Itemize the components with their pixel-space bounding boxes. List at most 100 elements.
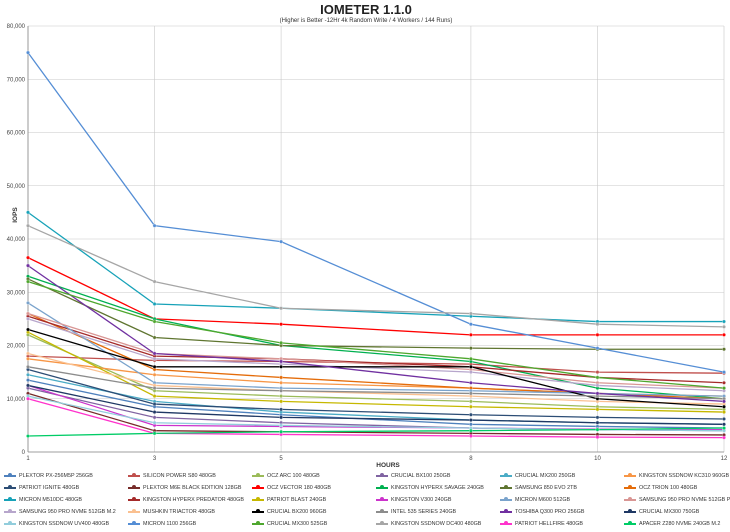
legend-item: PATRIOT BLAST 240GB	[252, 495, 326, 506]
data-point	[469, 370, 473, 374]
x-tick-label: 12	[721, 456, 728, 462]
legend-item: MICRON 1100 256GB	[128, 519, 196, 530]
legend-label: PATRIOT HELLFIRE 480GB	[515, 521, 584, 527]
series-15	[26, 330, 726, 414]
data-point	[469, 418, 473, 422]
y-axis-label: IOPS	[12, 207, 19, 223]
legend-swatch	[376, 472, 388, 477]
legend-label: CRUCIAL MX300 750GB	[639, 509, 700, 515]
series-21	[26, 327, 726, 409]
legend-swatch	[252, 472, 264, 477]
data-point	[152, 394, 157, 398]
legend-label: SILICON POWER S80 480GB	[143, 473, 216, 479]
y-tick-label: 40,000	[7, 237, 26, 243]
data-point	[279, 306, 283, 311]
data-point	[279, 340, 283, 345]
legend-item: SAMSUNG 950 PRO NVME 512GB PCIEX X4	[624, 495, 730, 506]
legend-label: SAMSUNG 850 EVO 2TB	[515, 485, 578, 491]
legend-label: TOSHIBA Q300 PRO 256GB	[515, 509, 585, 515]
legend-item: APACER Z280 NVME 240GB M.2	[624, 519, 720, 530]
data-point	[469, 391, 473, 396]
legend-swatch	[500, 484, 512, 489]
x-axis-ticks: 1 3 5 8 10 12	[26, 456, 728, 462]
series-19	[26, 317, 726, 393]
data-point	[279, 380, 283, 385]
legend-item: OCZ TRION 100 480GB	[624, 483, 697, 494]
series-line	[27, 225, 725, 328]
series-line	[27, 275, 725, 400]
y-tick-label: 70,000	[7, 77, 26, 83]
data-point	[279, 407, 283, 412]
legend-label: OCZ TRION 100 480GB	[639, 485, 698, 491]
legend-label: OCZ ARC 100 480GB	[267, 473, 320, 479]
data-point	[469, 346, 473, 351]
data-point	[279, 375, 283, 380]
data-point	[595, 420, 600, 425]
data-point	[469, 364, 473, 369]
series-28	[26, 223, 726, 329]
legend-swatch	[128, 520, 140, 525]
data-point	[152, 279, 157, 284]
series-13	[26, 210, 726, 324]
series-24	[26, 383, 726, 427]
series-line	[27, 331, 725, 413]
data-point	[279, 364, 283, 369]
series-line	[27, 398, 725, 439]
data-point	[26, 301, 30, 305]
data-point	[152, 420, 157, 425]
data-point	[26, 364, 30, 369]
legend-item: CRUCIAL MX200 250GB	[500, 471, 575, 482]
data-point	[152, 356, 157, 361]
y-tick-label: 20,000	[7, 344, 26, 350]
x-tick-label: 3	[153, 456, 157, 462]
data-point	[722, 386, 726, 390]
legend-label: CRUCIAL BX200 960GB	[267, 509, 327, 515]
y-tick-label: 30,000	[7, 290, 26, 296]
x-axis-label: HOURS	[376, 462, 400, 469]
legend-swatch	[4, 520, 16, 525]
legend-item: MICRON M600 512GB	[500, 495, 570, 506]
legend-label: PATRIOT IGNITE 480GB	[19, 485, 80, 491]
data-point	[279, 423, 283, 428]
series-line	[27, 280, 725, 389]
data-point	[722, 410, 726, 414]
data-point	[722, 417, 726, 421]
y-tick-label: 60,000	[7, 131, 26, 137]
legend-swatch	[500, 520, 512, 525]
legend-item: OCZ ARC 100 480GB	[252, 471, 320, 482]
legend-label: OCZ VECTOR 180 480GB	[267, 485, 332, 491]
data-point	[722, 435, 726, 440]
data-point	[722, 319, 726, 324]
data-point	[469, 380, 473, 385]
data-point	[26, 279, 30, 284]
legend: PLEXTOR PX-256M5P 256GB SILICON POWER S80…	[0, 470, 730, 532]
data-point	[152, 431, 157, 436]
series-22	[26, 364, 726, 401]
data-point	[722, 422, 726, 427]
legend-swatch	[624, 508, 636, 513]
y-tick-label: 80,000	[7, 24, 26, 30]
series-line	[27, 52, 725, 373]
series-7	[26, 367, 726, 421]
legend-swatch	[624, 496, 636, 501]
legend-item: CRUCIAL MX300 525GB	[252, 519, 327, 530]
series-line	[27, 392, 725, 436]
legend-label: KINGSTON V300 240GB	[391, 497, 452, 503]
data-point	[26, 396, 30, 401]
legend-label: KINGSTON SSDNOW DC400 480GB	[391, 521, 482, 527]
data-point	[595, 332, 600, 337]
x-tick-label: 8	[469, 456, 473, 462]
data-point	[26, 210, 30, 215]
data-point	[152, 402, 157, 406]
x-tick-label: 5	[279, 456, 283, 462]
data-point	[152, 364, 157, 369]
data-point	[722, 370, 726, 374]
line-chart: IOMETER 1.1.0 (Higher is Better -12Hr 4k…	[7, 2, 728, 469]
series-line	[27, 312, 725, 389]
legend-item: PLEXTOR PX-256M5P 256GB	[4, 471, 93, 482]
data-point	[26, 351, 30, 356]
x-tick-label: 1	[26, 456, 30, 462]
series-29	[26, 396, 726, 440]
legend-item: INTEL 535 SERIES 240GB	[376, 507, 456, 518]
data-point	[595, 435, 600, 439]
